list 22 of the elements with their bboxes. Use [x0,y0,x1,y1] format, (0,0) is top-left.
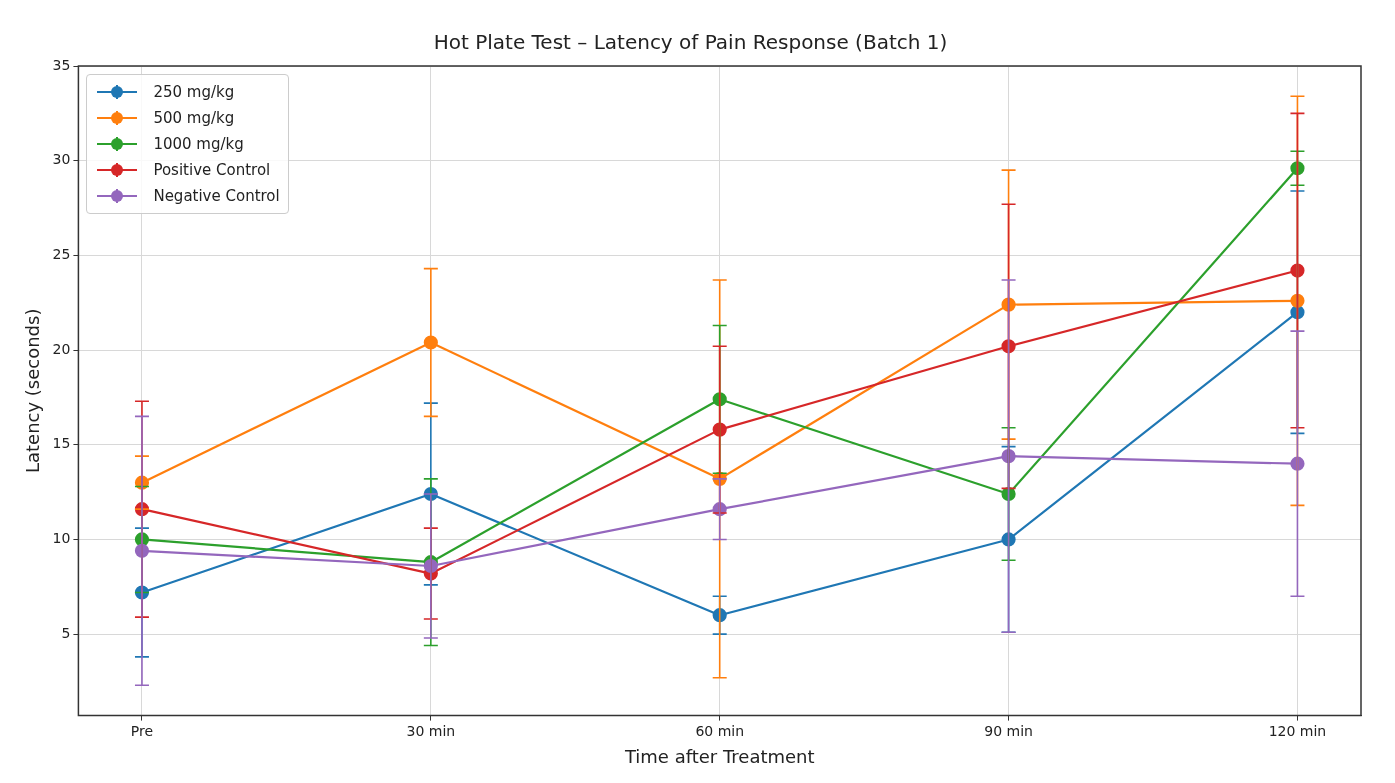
x-tick-label: 30 min [406,722,456,739]
y-tick-label: 30 [52,151,71,168]
legend-label: 250 mg/kg [153,83,235,101]
legend-label: Positive Control [153,161,271,179]
legend-label: Negative Control [153,187,280,205]
x-tick-label: Pre [130,722,154,739]
x-tick-label: 90 min [984,722,1033,739]
y-tick-label: 20 [52,340,71,357]
point [1290,456,1305,471]
y-tick-label: 25 [52,246,71,263]
legend-label: 500 mg/kg [153,109,235,127]
y-tick-label: 5 [61,624,71,641]
x-tick-label: 120 min [1268,722,1327,739]
chart-title: Hot Plate Test – Latency of Pain Response (Batch 1) [433,30,948,55]
x-axis-title: Time after Treatment [623,745,815,767]
y-axis-title: Latency (seconds) [22,308,44,474]
y-tick-label: 15 [52,435,71,452]
point [1001,449,1016,464]
y-tick-label: 35 [52,56,71,73]
x-tick-label: 60 min [695,722,745,739]
y-tick-label: 10 [52,530,71,547]
legend-label: 1000 mg/kg [153,135,244,153]
